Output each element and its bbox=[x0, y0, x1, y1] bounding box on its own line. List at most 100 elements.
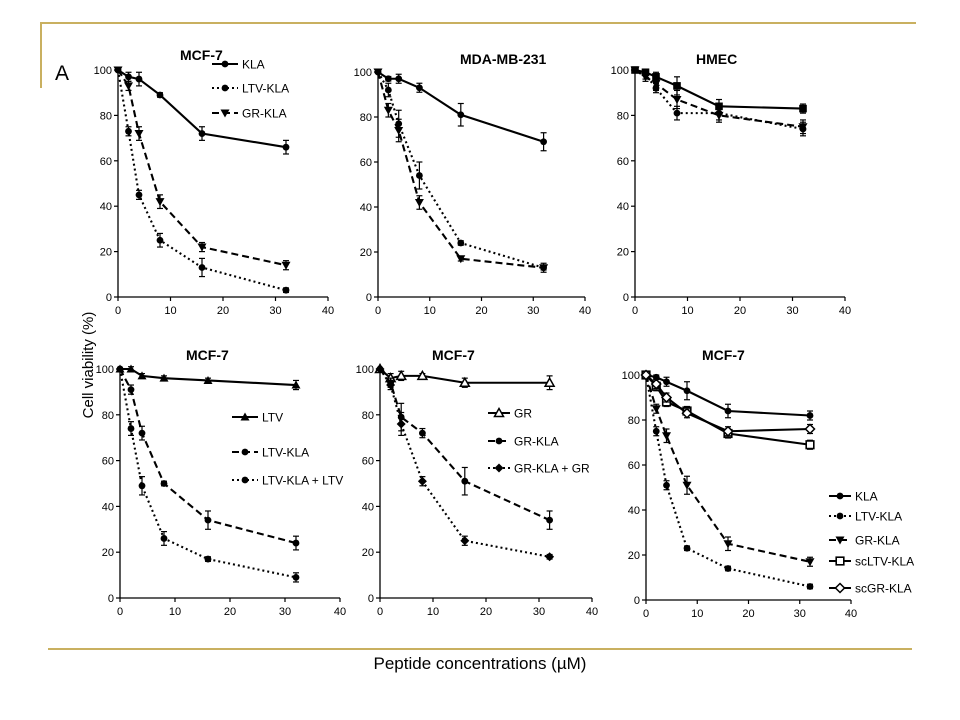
data-point bbox=[724, 407, 732, 415]
legend-label: KLA bbox=[242, 58, 265, 72]
data-point bbox=[672, 96, 682, 105]
y-tick-label: 100 bbox=[356, 364, 374, 376]
y-tick-label: 40 bbox=[362, 501, 374, 513]
data-point bbox=[650, 378, 662, 390]
x-tick-label: 30 bbox=[533, 606, 545, 618]
legend-label: GR-KLA bbox=[514, 435, 559, 449]
series-line bbox=[117, 69, 287, 267]
data-point bbox=[384, 75, 392, 83]
y-tick-label: 0 bbox=[108, 593, 114, 605]
x-tick-label: 20 bbox=[734, 305, 746, 317]
data-point bbox=[281, 261, 291, 270]
series-3 bbox=[375, 364, 555, 562]
x-tick-label: 0 bbox=[375, 305, 381, 317]
x-tick-label: 40 bbox=[845, 608, 857, 620]
legend-swatch-marker bbox=[495, 437, 503, 445]
data-point bbox=[160, 535, 168, 542]
data-point bbox=[125, 73, 132, 81]
data-point bbox=[159, 373, 169, 382]
legend: GR GR-KLA GR-KLA + GR bbox=[488, 407, 590, 476]
y-tick-label: 100 bbox=[611, 65, 629, 77]
data-point bbox=[395, 75, 403, 83]
data-point bbox=[396, 419, 406, 429]
data-point bbox=[395, 120, 403, 128]
series-line bbox=[376, 71, 544, 269]
legend-swatch-marker bbox=[221, 84, 229, 92]
series-3 bbox=[630, 66, 808, 135]
chart-panel-6: MCF-7 0 20 40 60 80 100 0 10 20 30 40 KLA LTV-KLA GR-K… bbox=[622, 347, 915, 620]
x-tick-label: 30 bbox=[794, 608, 806, 620]
x-tick-label: 10 bbox=[164, 305, 176, 317]
data-point bbox=[660, 391, 673, 404]
legend-swatch-marker bbox=[836, 492, 844, 500]
y-tick-label: 100 bbox=[354, 67, 372, 79]
series-3 bbox=[116, 365, 300, 583]
x-tick-label: 0 bbox=[643, 608, 649, 620]
data-point bbox=[138, 429, 146, 437]
x-tick-label: 40 bbox=[334, 606, 346, 618]
data-point bbox=[662, 432, 671, 441]
data-point bbox=[457, 111, 465, 119]
data-point bbox=[198, 264, 206, 271]
chart-title: MCF-7 bbox=[702, 347, 745, 363]
y-tick-label: 0 bbox=[366, 292, 372, 304]
y-tick-label: 0 bbox=[623, 292, 629, 304]
x-tick-label: 40 bbox=[586, 606, 598, 618]
y-tick-label: 60 bbox=[360, 157, 372, 169]
data-point bbox=[799, 104, 807, 113]
y-tick-label: 80 bbox=[617, 110, 629, 122]
y-tick-label: 60 bbox=[617, 156, 629, 168]
x-axis-label: Peptide concentrations (µM) bbox=[373, 654, 587, 673]
y-tick-label: 80 bbox=[362, 410, 374, 422]
chart-panel-5: MCF-7 0 20 40 60 80 100 0 10 20 30 40 GR GR-KLA GR-KLA… bbox=[356, 347, 598, 618]
data-point bbox=[291, 380, 301, 389]
data-point bbox=[204, 516, 212, 524]
legend-swatch-marker bbox=[240, 412, 250, 421]
data-point bbox=[724, 565, 732, 572]
series-3 bbox=[113, 66, 291, 271]
data-point bbox=[681, 407, 693, 419]
chart-panel-1: MCF-7 0 20 40 60 80 100 0 10 20 30 40 KLA LTV-KLA GR-K… bbox=[94, 47, 334, 317]
data-point bbox=[155, 198, 165, 207]
slide-rule-bottom bbox=[48, 648, 912, 650]
legend-swatch-marker bbox=[493, 406, 505, 418]
data-point bbox=[723, 540, 733, 549]
y-tick-label: 20 bbox=[628, 550, 640, 562]
data-point bbox=[292, 573, 300, 581]
chart-title: MCF-7 bbox=[432, 347, 475, 363]
legend-label: GR-KLA bbox=[855, 534, 900, 548]
legend: KLA LTV-KLA GR-KLA bbox=[212, 58, 289, 121]
x-tick-label: 20 bbox=[742, 608, 754, 620]
y-tick-label: 80 bbox=[360, 112, 372, 124]
data-point bbox=[540, 138, 547, 146]
y-tick-label: 20 bbox=[360, 247, 372, 259]
data-point bbox=[543, 376, 556, 387]
series-line bbox=[644, 374, 811, 588]
legend-label: LTV-KLA + LTV bbox=[262, 474, 343, 488]
x-tick-label: 30 bbox=[269, 305, 281, 317]
data-point bbox=[459, 376, 471, 387]
legend-swatch-marker bbox=[241, 448, 249, 456]
data-point bbox=[456, 255, 466, 264]
y-tick-label: 20 bbox=[102, 547, 114, 559]
data-point bbox=[416, 172, 423, 179]
data-point bbox=[126, 364, 136, 373]
data-point bbox=[663, 378, 670, 386]
chart-title: MCF-7 bbox=[186, 347, 229, 363]
legend-label: LTV-KLA bbox=[262, 446, 309, 460]
data-point bbox=[683, 544, 691, 552]
data-point bbox=[395, 369, 407, 381]
data-point bbox=[137, 371, 147, 380]
data-point bbox=[135, 75, 143, 83]
legend-label: GR-KLA + GR bbox=[514, 462, 590, 476]
x-tick-label: 40 bbox=[839, 305, 851, 317]
data-point bbox=[417, 476, 427, 486]
legend-label: scLTV-KLA bbox=[855, 555, 914, 569]
x-tick-label: 40 bbox=[322, 305, 334, 317]
data-point bbox=[156, 236, 164, 244]
data-point bbox=[127, 425, 135, 432]
data-point bbox=[641, 73, 650, 82]
data-point bbox=[630, 66, 640, 75]
data-point bbox=[134, 130, 144, 139]
data-point bbox=[113, 66, 123, 75]
